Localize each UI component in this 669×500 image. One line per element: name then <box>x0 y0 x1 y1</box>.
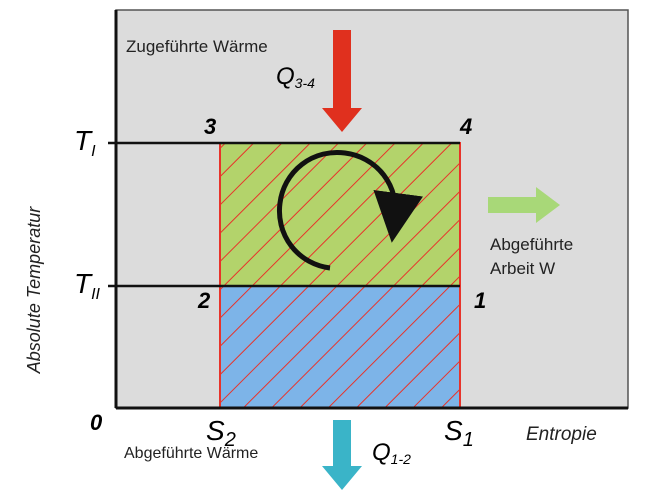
hatch <box>219 142 461 409</box>
entropy-right: S1 <box>444 415 474 451</box>
corner-label: 4 <box>459 114 472 139</box>
heat-in-label: Zugeführte Wärme <box>126 37 268 56</box>
work-arrow <box>488 187 560 223</box>
heat-in-arrow <box>322 30 362 132</box>
corner-label: 1 <box>474 288 486 313</box>
temperature-lower: TII <box>74 268 101 303</box>
temperature-upper: TI <box>74 125 96 160</box>
heat-in-symbol: Q3-4 <box>276 63 315 91</box>
work-label: Arbeit W <box>490 259 555 278</box>
origin-label: 0 <box>90 410 103 435</box>
heat-out-arrow <box>322 420 362 490</box>
heat-out-symbol: Q1-2 <box>372 439 411 467</box>
corner-label: 2 <box>197 288 211 313</box>
heat-out-label: Abgeführte Wärme <box>124 445 258 462</box>
work-label: Abgeführte <box>490 235 573 254</box>
corner-label: 3 <box>204 114 216 139</box>
entropy-left: S2 <box>206 415 236 451</box>
y-axis-label: Absolute Temperatur <box>24 206 44 374</box>
cycle-arrow <box>277 149 423 271</box>
x-axis-label: Entropie <box>526 424 597 445</box>
